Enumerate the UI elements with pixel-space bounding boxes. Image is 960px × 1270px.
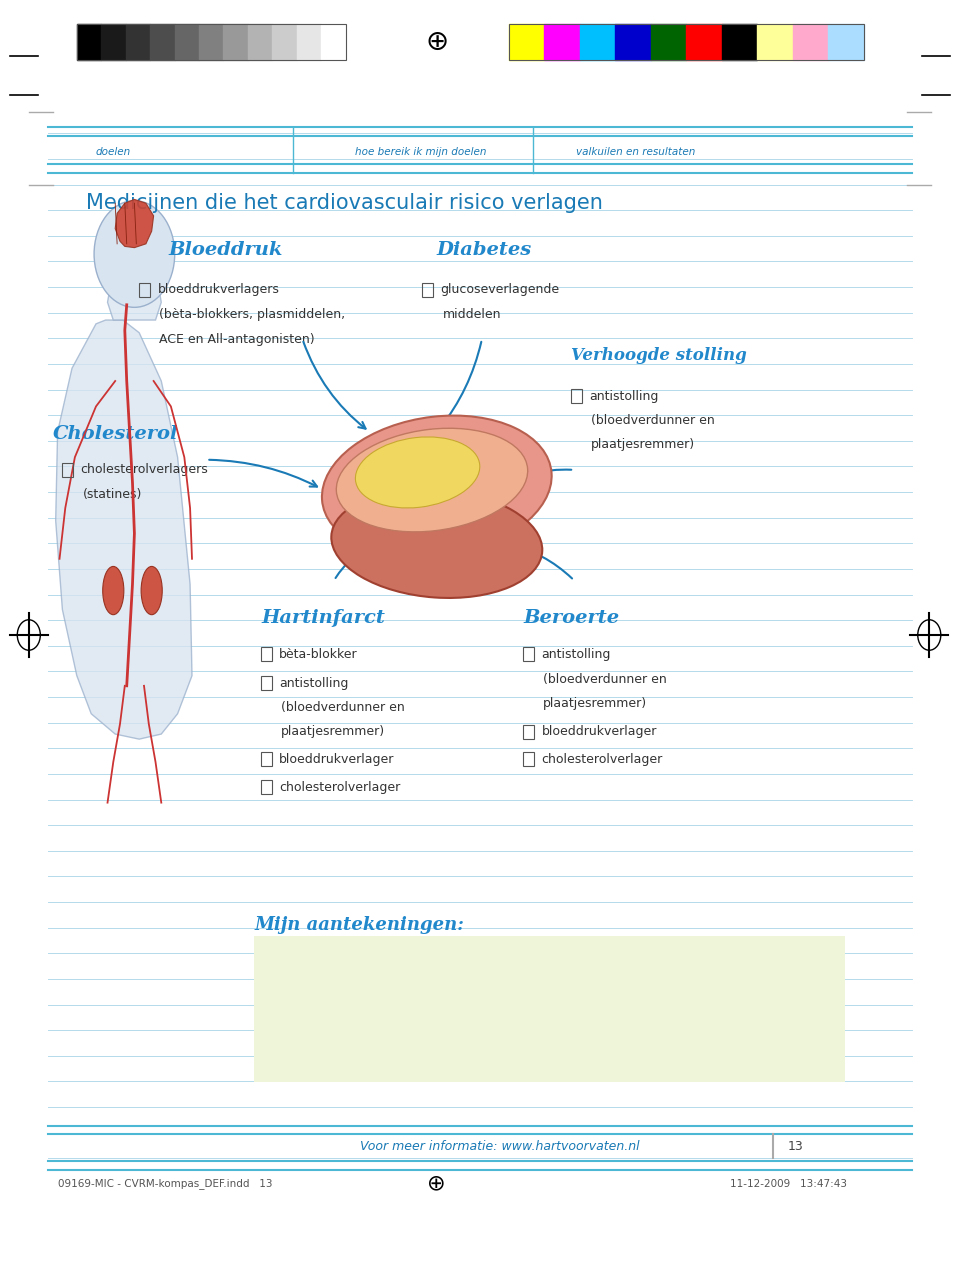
Text: hoe bereik ik mijn doelen: hoe bereik ik mijn doelen [355, 147, 487, 157]
Text: Diabetes: Diabetes [437, 241, 532, 259]
Bar [139, 282, 150, 296]
Bar [686, 24, 722, 60]
Bar [757, 24, 793, 60]
Bar [175, 24, 199, 60]
Bar [580, 24, 615, 60]
Text: 09169-MIC - CVRM-kompas_DEF.indd   13: 09169-MIC - CVRM-kompas_DEF.indd 13 [58, 1179, 272, 1189]
Text: doelen: doelen [96, 147, 132, 157]
Bar [523, 752, 534, 766]
Text: antistolling: antistolling [589, 390, 659, 403]
Bar [544, 24, 580, 60]
Text: antistolling: antistolling [541, 648, 611, 660]
Text: (bèta-blokkers, plasmiddelen,: (bèta-blokkers, plasmiddelen, [159, 309, 346, 321]
Ellipse shape [331, 489, 542, 598]
Text: (statines): (statines) [83, 488, 142, 500]
Bar [793, 24, 828, 60]
Ellipse shape [322, 415, 552, 558]
Bar [523, 646, 534, 660]
Text: (bloedverdunner en: (bloedverdunner en [281, 701, 405, 714]
Bar [248, 24, 273, 60]
Bar [62, 462, 73, 476]
Text: bloeddrukverlager: bloeddrukverlager [541, 725, 657, 738]
Text: Medicijnen die het cardiovasculair risico verlagen: Medicijnen die het cardiovasculair risic… [86, 193, 603, 213]
Text: (bloedverdunner en: (bloedverdunner en [591, 414, 715, 427]
Text: Voor meer informatie: www.hartvoorvaten.nl: Voor meer informatie: www.hartvoorvaten.… [360, 1140, 639, 1153]
Text: Cholesterol: Cholesterol [53, 425, 179, 443]
Text: (bloedverdunner en: (bloedverdunner en [543, 673, 667, 686]
Text: cholesterolverlagers: cholesterolverlagers [81, 464, 208, 476]
Bar [224, 24, 248, 60]
Bar [615, 24, 651, 60]
Text: cholesterolverlager: cholesterolverlager [279, 781, 400, 794]
Text: valkuilen en resultaten: valkuilen en resultaten [576, 147, 695, 157]
Bar [77, 24, 101, 60]
Text: middelen: middelen [443, 309, 501, 321]
Bar [297, 24, 322, 60]
Bar [571, 389, 582, 404]
Ellipse shape [103, 566, 124, 615]
Text: bloeddrukverlager: bloeddrukverlager [279, 753, 395, 766]
Bar [77, 24, 346, 60]
Bar [509, 24, 544, 60]
Text: 11-12-2009   13:47:43: 11-12-2009 13:47:43 [730, 1179, 847, 1189]
Text: Bloeddruk: Bloeddruk [168, 241, 282, 259]
Ellipse shape [141, 566, 162, 615]
Text: Beroerte: Beroerte [523, 610, 619, 627]
Bar [150, 24, 175, 60]
Polygon shape [56, 320, 192, 739]
Text: Hartinfarct: Hartinfarct [261, 610, 385, 627]
Text: glucoseverlagende: glucoseverlagende [441, 283, 560, 296]
Bar [261, 780, 272, 795]
Bar [261, 646, 272, 660]
Text: Verhoogde stolling: Verhoogde stolling [571, 347, 747, 364]
Bar [199, 24, 224, 60]
Circle shape [94, 201, 175, 307]
Text: bèta-blokker: bèta-blokker [279, 648, 358, 660]
Text: ⊕: ⊕ [427, 1173, 446, 1194]
FancyBboxPatch shape [254, 936, 845, 1082]
Text: ⊕: ⊕ [425, 28, 448, 56]
Bar [101, 24, 126, 60]
Bar [261, 676, 272, 691]
Bar [828, 24, 864, 60]
Bar [422, 282, 433, 296]
Text: bloeddrukverlagers: bloeddrukverlagers [157, 283, 279, 296]
Text: plaatjesremmer): plaatjesremmer) [591, 438, 695, 451]
Bar [322, 24, 346, 60]
Bar [651, 24, 686, 60]
Bar [722, 24, 757, 60]
Text: plaatjesremmer): plaatjesremmer) [543, 697, 647, 710]
Polygon shape [108, 282, 161, 320]
Text: cholesterolverlager: cholesterolverlager [541, 753, 662, 766]
Bar [126, 24, 150, 60]
Bar [261, 752, 272, 766]
Text: antistolling: antistolling [279, 677, 348, 690]
Bar [273, 24, 297, 60]
Text: 13: 13 [787, 1140, 803, 1153]
Ellipse shape [336, 428, 528, 532]
Bar [509, 24, 864, 60]
Text: Mijn aantekeningen:: Mijn aantekeningen: [254, 916, 465, 933]
Text: plaatjesremmer): plaatjesremmer) [281, 725, 385, 738]
Bar [523, 724, 534, 739]
Polygon shape [115, 199, 154, 248]
Text: ACE en All-antagonisten): ACE en All-antagonisten) [159, 333, 315, 345]
Ellipse shape [355, 437, 480, 508]
